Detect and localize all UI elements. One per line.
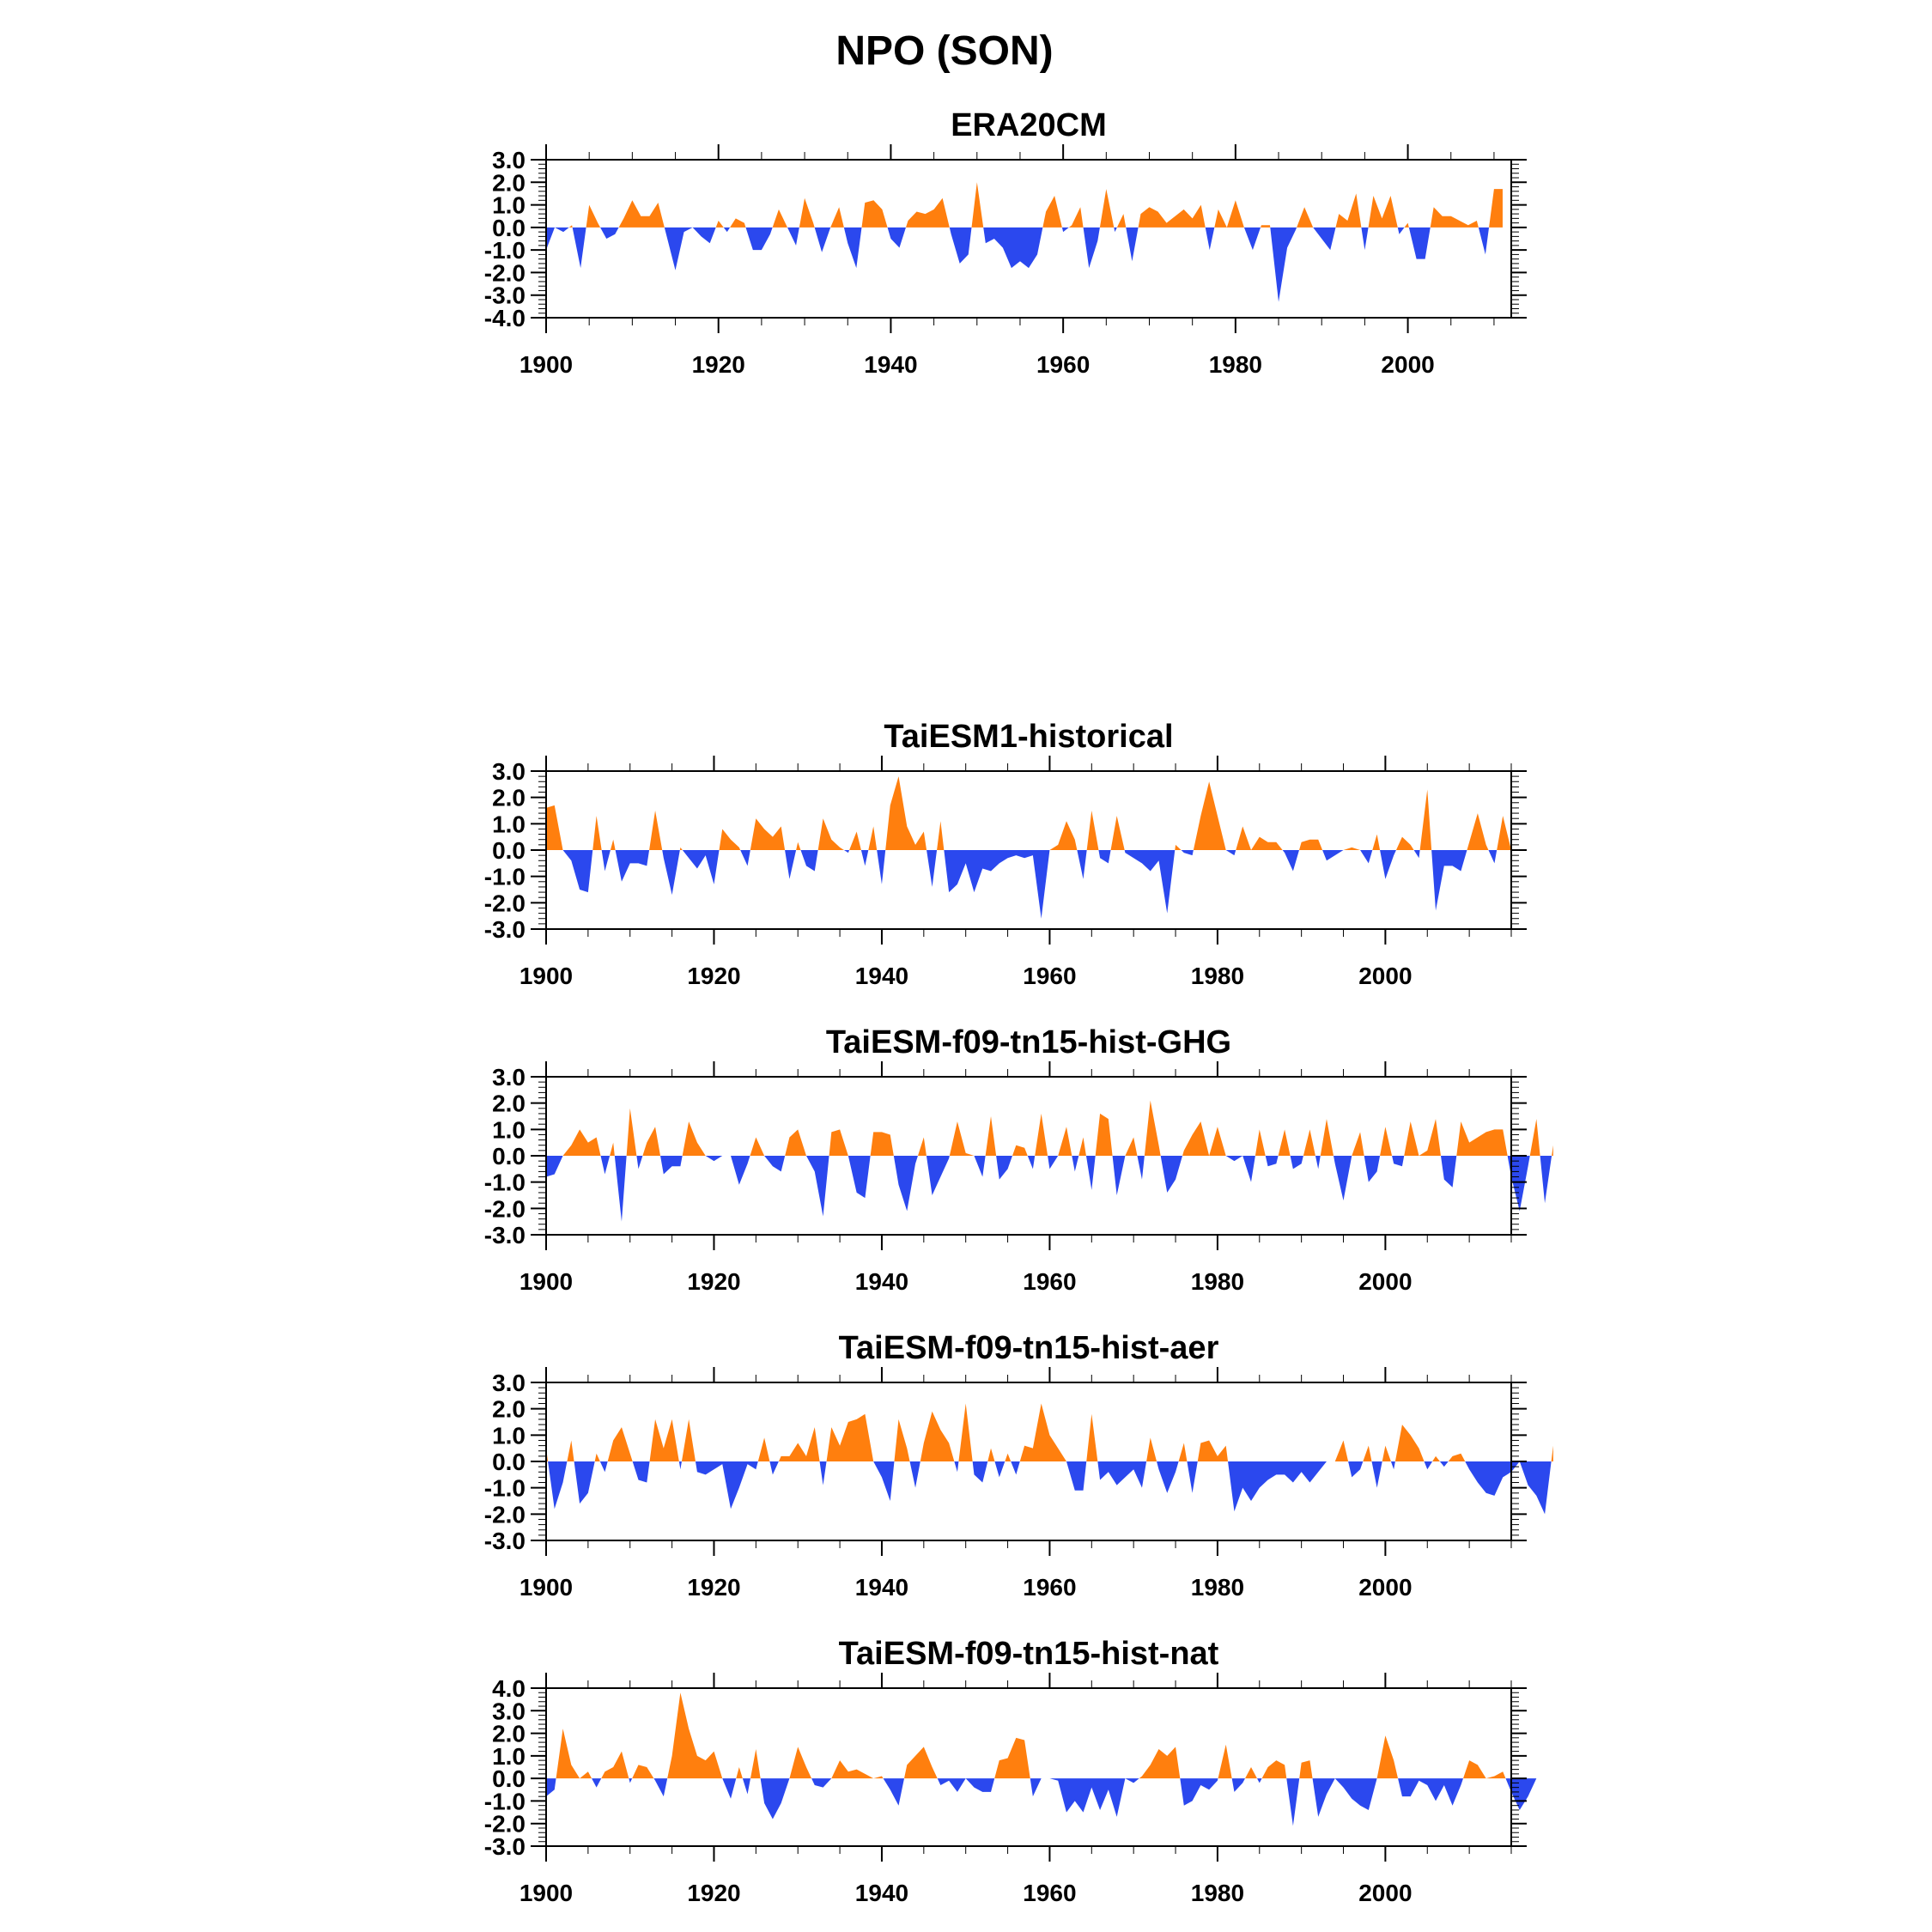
y-tick-label: -3.0 <box>484 1833 526 1860</box>
x-tick-label: 1980 <box>1191 1574 1244 1601</box>
y-tick-label: 1.0 <box>492 192 526 219</box>
positive-area <box>546 182 1503 228</box>
x-tick-label: 1920 <box>687 1880 740 1906</box>
y-tick-label: 0.0 <box>492 215 526 241</box>
x-tick-label: 1900 <box>519 1574 573 1601</box>
y-tick-label: 2.0 <box>492 1396 526 1423</box>
y-tick-label: -1.0 <box>484 237 526 264</box>
panel-title: TaiESM-f09-tn15-hist-GHG <box>826 1024 1231 1060</box>
y-tick-label: 2.0 <box>492 1721 526 1747</box>
x-tick-label: 2000 <box>1358 963 1412 989</box>
negative-area <box>546 227 1503 302</box>
y-tick-label: -1.0 <box>484 1788 526 1814</box>
positive-area <box>546 1692 1537 1779</box>
y-tick-label: -2.0 <box>484 1501 526 1528</box>
x-tick-label: 1980 <box>1191 1268 1244 1295</box>
y-tick-label: -4.0 <box>484 305 526 331</box>
figure-title: NPO (SON) <box>835 28 1053 74</box>
y-tick-label: -1.0 <box>484 1170 526 1196</box>
x-tick-label: 1920 <box>687 1574 740 1601</box>
x-tick-label: 1920 <box>687 963 740 989</box>
y-tick-label: -1.0 <box>484 864 526 890</box>
x-tick-label: 1960 <box>1036 351 1090 378</box>
y-tick-label: -2.0 <box>484 890 526 916</box>
x-tick-label: 1900 <box>519 1880 573 1906</box>
y-tick-label: 0.0 <box>492 1765 526 1792</box>
x-tick-label: 1960 <box>1023 963 1076 989</box>
negative-area <box>546 1778 1537 1826</box>
y-tick-label: 1.0 <box>492 1743 526 1770</box>
y-tick-label: -1.0 <box>484 1475 526 1502</box>
x-tick-label: 1980 <box>1209 351 1262 378</box>
x-tick-label: 1920 <box>692 351 745 378</box>
y-tick-label: 3.0 <box>492 1370 526 1396</box>
x-tick-label: 1940 <box>864 351 917 378</box>
x-tick-label: 1900 <box>519 963 573 989</box>
y-tick-label: -3.0 <box>484 916 526 943</box>
y-tick-label: -3.0 <box>484 1528 526 1554</box>
y-tick-label: 4.0 <box>492 1675 526 1702</box>
x-tick-label: 1980 <box>1191 1880 1244 1906</box>
x-tick-label: 1980 <box>1191 963 1244 989</box>
y-tick-label: 0.0 <box>492 1449 526 1475</box>
y-tick-label: 1.0 <box>492 1422 526 1449</box>
negative-area <box>546 850 1511 919</box>
y-tick-label: 3.0 <box>492 758 526 785</box>
y-tick-label: 1.0 <box>492 811 526 837</box>
panel-5: TaiESM-f09-tn15-hist-nat4.03.02.01.00.0-… <box>484 1636 1537 1906</box>
y-tick-label: -3.0 <box>484 283 526 309</box>
y-tick-label: 3.0 <box>492 147 526 173</box>
x-tick-label: 1920 <box>687 1268 740 1295</box>
y-tick-label: 0.0 <box>492 1143 526 1170</box>
y-tick-label: 1.0 <box>492 1116 526 1143</box>
panel-title: TaiESM-f09-tn15-hist-aer <box>839 1330 1219 1366</box>
panel-4: TaiESM-f09-tn15-hist-aer 3.02.01.00.0-1.0… <box>484 1330 1553 1601</box>
x-tick-label: 2000 <box>1358 1880 1412 1906</box>
x-tick-label: 1940 <box>855 1574 908 1601</box>
x-tick-label: 1940 <box>855 1268 908 1295</box>
x-tick-label: 2000 <box>1358 1268 1412 1295</box>
x-tick-label: 2000 <box>1381 351 1434 378</box>
y-tick-label: 2.0 <box>492 169 526 196</box>
negative-area <box>546 1461 1553 1515</box>
x-tick-label: 1940 <box>855 963 908 989</box>
x-tick-label: 1940 <box>855 1880 908 1906</box>
panel-title: TaiESM-f09-tn15-hist-nat <box>839 1636 1219 1672</box>
panel-title: ERA20CM <box>951 107 1107 143</box>
panel-3: TaiESM-f09-tn15-hist-GHG 3.02.01.00.0-1.0… <box>484 1024 1553 1295</box>
y-tick-label: 2.0 <box>492 1091 526 1117</box>
x-tick-label: 1960 <box>1023 1574 1076 1601</box>
plot-frame <box>545 159 1512 319</box>
y-tick-label: 0.0 <box>492 837 526 864</box>
y-tick-label: 2.0 <box>492 785 526 811</box>
x-tick-label: 2000 <box>1358 1574 1412 1601</box>
panel-title: TaiESM1-historical <box>884 719 1173 755</box>
positive-area <box>546 1100 1553 1156</box>
panel-1: ERA20CM 3.02.01.00.0-1.0-2.0-3.0-4.0 1900 1… <box>484 107 1527 378</box>
y-tick-label: 3.0 <box>492 1064 526 1091</box>
positive-area <box>546 1403 1553 1461</box>
x-tick-label: 1960 <box>1023 1268 1076 1295</box>
y-tick-label: -2.0 <box>484 1811 526 1838</box>
plot-frame <box>545 1687 1512 1847</box>
y-tick-label: 3.0 <box>492 1698 526 1724</box>
x-tick-label: 1900 <box>519 351 573 378</box>
y-tick-label: -2.0 <box>484 1195 526 1222</box>
y-tick-label: -2.0 <box>484 259 526 286</box>
y-tick-label: -3.0 <box>484 1222 526 1249</box>
negative-area <box>546 1156 1553 1222</box>
x-tick-label: 1900 <box>519 1268 573 1295</box>
panel-2: TaiESM1-historical 3.02.01.00.0-1.0-2.0-3… <box>484 719 1527 989</box>
x-tick-label: 1960 <box>1023 1880 1076 1906</box>
